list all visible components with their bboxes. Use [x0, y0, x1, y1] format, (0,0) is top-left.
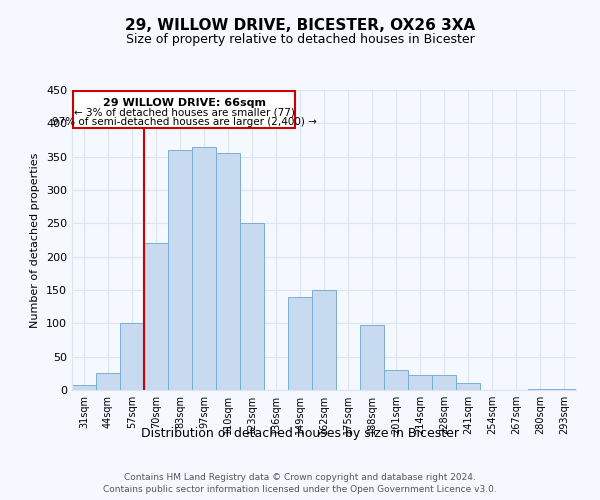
FancyBboxPatch shape	[73, 92, 295, 128]
Bar	[240, 224, 264, 390]
Bar	[432, 376, 456, 390]
Bar	[120, 324, 144, 390]
Text: 29 WILLOW DRIVE: 66sqm: 29 WILLOW DRIVE: 66sqm	[103, 98, 266, 108]
Bar	[144, 244, 168, 390]
Bar	[456, 384, 480, 390]
Bar	[312, 290, 336, 390]
Text: ← 3% of detached houses are smaller (77): ← 3% of detached houses are smaller (77)	[74, 108, 295, 118]
Text: Contains HM Land Registry data © Crown copyright and database right 2024.: Contains HM Land Registry data © Crown c…	[124, 472, 476, 482]
Text: Distribution of detached houses by size in Bicester: Distribution of detached houses by size …	[141, 428, 459, 440]
Bar	[384, 370, 408, 390]
Bar	[72, 384, 96, 390]
Bar	[192, 146, 216, 390]
Bar	[360, 326, 384, 390]
Bar	[216, 154, 240, 390]
Bar	[528, 388, 552, 390]
Bar	[552, 388, 576, 390]
Bar	[96, 374, 120, 390]
Bar	[168, 150, 192, 390]
Text: Size of property relative to detached houses in Bicester: Size of property relative to detached ho…	[125, 32, 475, 46]
Text: Contains public sector information licensed under the Open Government Licence v3: Contains public sector information licen…	[103, 485, 497, 494]
Text: 29, WILLOW DRIVE, BICESTER, OX26 3XA: 29, WILLOW DRIVE, BICESTER, OX26 3XA	[125, 18, 475, 32]
Bar	[408, 376, 432, 390]
Text: 97% of semi-detached houses are larger (2,400) →: 97% of semi-detached houses are larger (…	[52, 116, 317, 126]
Y-axis label: Number of detached properties: Number of detached properties	[31, 152, 40, 328]
Bar	[288, 296, 312, 390]
